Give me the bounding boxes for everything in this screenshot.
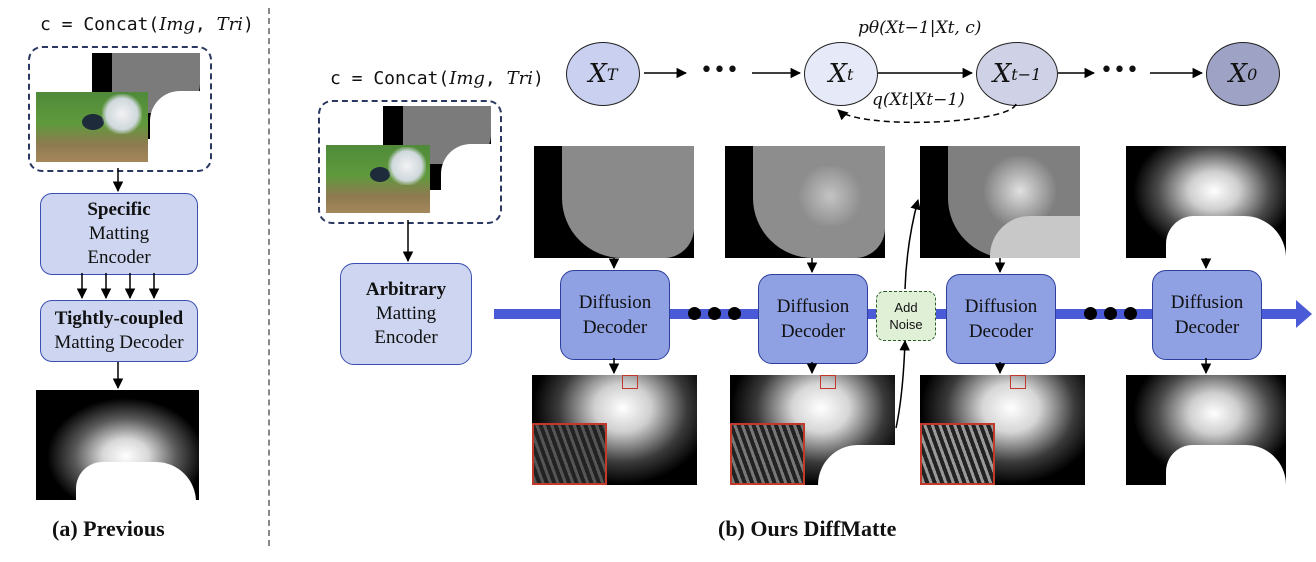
right-input-box [318, 100, 502, 224]
backward-transition-label: q(Xt|Xt−1) [872, 90, 965, 110]
panel-divider [268, 8, 270, 546]
encoder-label-line2: Matting [375, 303, 437, 324]
output-alpha-2 [730, 375, 895, 485]
encoder-label-line2: Matting [88, 223, 150, 244]
output-alpha-3 [920, 375, 1085, 485]
decoder-bold-label: Tightly-coupled [54, 308, 184, 329]
flow-ellipsis-1 [688, 307, 748, 321]
output-alpha-4 [1126, 375, 1286, 485]
noisy-map-3 [920, 146, 1080, 258]
chain-ellipsis-2: ••• [1100, 58, 1139, 83]
left-caption: (a) Previous [52, 516, 165, 541]
diffusion-decoder-4: Diffusion Decoder [1152, 270, 1262, 360]
forward-transition-label: pθ(Xt−1|Xt, c) [858, 18, 982, 38]
left-condition-formula: c = Concat(Img, Tri) [40, 14, 254, 35]
noisy-map-1 [534, 146, 694, 258]
encoder-label-line3: Encoder [374, 327, 438, 348]
encoder-label-line3: Encoder [87, 247, 151, 268]
diffusion-decoder-2: Diffusion Decoder [758, 274, 868, 364]
flow-arrow-head [1296, 300, 1312, 328]
left-input-photo [36, 92, 148, 162]
left-specific-encoder: Specific Matting Encoder [40, 193, 198, 275]
diffusion-decoder-1: Diffusion Decoder [560, 270, 670, 360]
noisy-map-2 [725, 146, 885, 258]
encoder-bold-label: Arbitrary [365, 279, 447, 300]
flow-ellipsis-2 [1084, 307, 1144, 321]
right-arbitrary-encoder: Arbitrary Matting Encoder [340, 263, 472, 365]
left-coupled-decoder: Tightly-coupled Matting Decoder [40, 300, 198, 362]
right-caption: (b) Ours DiffMatte [718, 516, 897, 541]
left-output-alpha [36, 390, 199, 500]
decoder-label-line2: Matting Decoder [54, 332, 184, 353]
diffusion-decoder-3: Diffusion Decoder [946, 274, 1056, 364]
noisy-map-4 [1126, 146, 1286, 258]
left-input-box [28, 46, 212, 172]
right-input-photo [326, 145, 430, 213]
add-noise-box: Add Noise [876, 291, 936, 341]
right-condition-formula: c = Concat(Img, Tri) [330, 68, 544, 89]
output-alpha-1 [532, 375, 697, 485]
encoder-bold-label: Specific [87, 199, 151, 220]
chain-ellipsis-1: ••• [700, 58, 739, 83]
